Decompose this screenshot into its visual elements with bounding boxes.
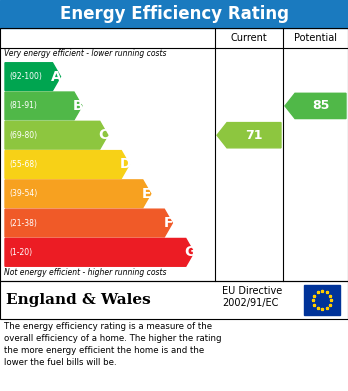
Polygon shape xyxy=(5,63,61,91)
Text: (81-91): (81-91) xyxy=(9,101,37,110)
Text: (55-68): (55-68) xyxy=(9,160,37,169)
Text: England & Wales: England & Wales xyxy=(6,293,151,307)
Text: The energy efficiency rating is a measure of the
overall efficiency of a home. T: The energy efficiency rating is a measur… xyxy=(4,322,221,368)
Text: Potential: Potential xyxy=(294,33,337,43)
Text: Energy Efficiency Rating: Energy Efficiency Rating xyxy=(60,5,288,23)
Polygon shape xyxy=(285,93,346,118)
Text: (69-80): (69-80) xyxy=(9,131,37,140)
Text: C: C xyxy=(99,128,109,142)
Polygon shape xyxy=(5,151,129,178)
Text: 71: 71 xyxy=(245,129,263,142)
Text: 85: 85 xyxy=(312,99,329,113)
Text: B: B xyxy=(73,99,83,113)
Text: G: G xyxy=(184,246,196,259)
Polygon shape xyxy=(5,92,82,120)
Text: Current: Current xyxy=(231,33,267,43)
Text: F: F xyxy=(164,216,173,230)
Text: D: D xyxy=(120,158,131,172)
Bar xyxy=(0,0,348,28)
Polygon shape xyxy=(5,180,151,208)
Polygon shape xyxy=(5,239,194,266)
Polygon shape xyxy=(5,209,172,237)
Text: (21-38): (21-38) xyxy=(9,219,37,228)
Text: (1-20): (1-20) xyxy=(9,248,32,257)
Text: EU Directive
2002/91/EC: EU Directive 2002/91/EC xyxy=(222,286,282,308)
Bar xyxy=(0,281,348,319)
Text: Not energy efficient - higher running costs: Not energy efficient - higher running co… xyxy=(4,268,166,277)
Text: Very energy efficient - lower running costs: Very energy efficient - lower running co… xyxy=(4,49,166,58)
Bar xyxy=(304,285,340,315)
Bar xyxy=(0,28,348,281)
Text: A: A xyxy=(51,70,62,84)
Text: (92-100): (92-100) xyxy=(9,72,42,81)
Text: (39-54): (39-54) xyxy=(9,189,37,198)
Polygon shape xyxy=(5,121,108,149)
Polygon shape xyxy=(217,122,281,148)
Text: E: E xyxy=(142,187,151,201)
